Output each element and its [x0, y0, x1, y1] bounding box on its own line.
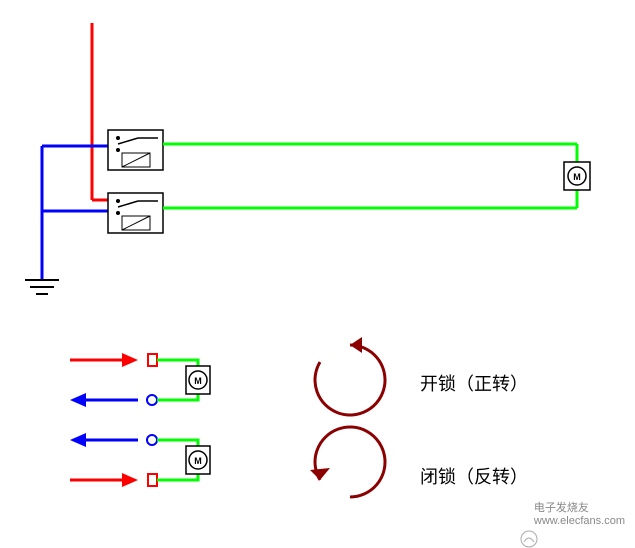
legend1-red-terminal — [148, 354, 157, 366]
legend1-motor: M — [186, 366, 210, 394]
legend1-blue-arrow — [70, 393, 138, 407]
legend2-blue-arrow — [70, 433, 138, 447]
footer-url: www.elecfans.com — [534, 515, 625, 527]
svg-text:M: M — [194, 456, 202, 466]
footer-text: 电子发烧友 www.elecfans.com — [534, 499, 625, 527]
circuit-diagram: M M M — [0, 0, 635, 533]
svg-text:M: M — [194, 376, 202, 386]
svg-text:M: M — [573, 172, 581, 182]
footer-cn: 电子发烧友 — [534, 502, 589, 514]
legend1-blue-terminal — [147, 395, 157, 405]
relay-2 — [108, 193, 163, 233]
legend2-red-terminal — [148, 474, 157, 486]
legend2-motor: M — [186, 446, 210, 474]
motor-main: M — [564, 162, 590, 190]
legend2-blue-terminal — [147, 435, 157, 445]
rotation-circle-cw — [315, 337, 385, 415]
legend2-red-arrow — [70, 473, 138, 487]
legend1-red-arrow — [70, 353, 138, 367]
unlock-label: 开锁（正转） — [420, 370, 528, 396]
ground-symbol — [25, 280, 59, 294]
lock-label: 闭锁（反转） — [420, 463, 528, 489]
rotation-circle-ccw — [310, 427, 385, 497]
relay-1 — [108, 130, 163, 170]
